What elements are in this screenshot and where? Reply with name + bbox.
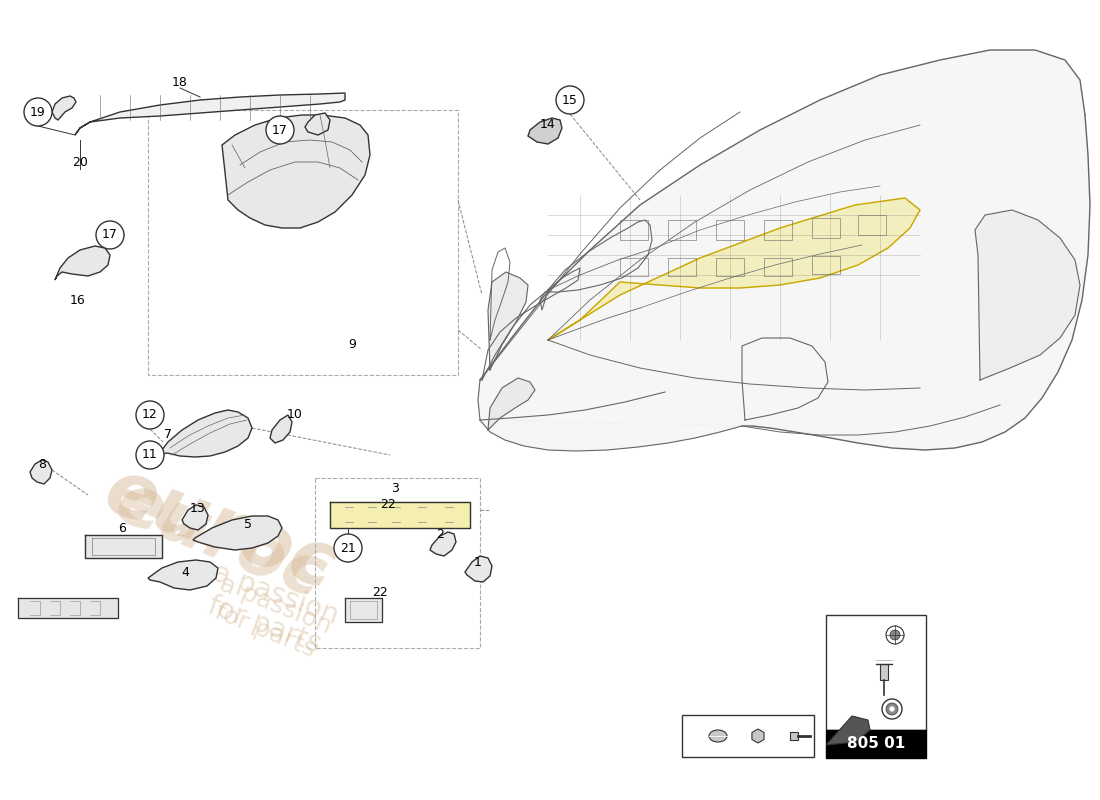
Text: 5: 5 <box>244 518 252 530</box>
Ellipse shape <box>890 630 900 640</box>
Ellipse shape <box>886 703 898 715</box>
Bar <box>620 258 648 276</box>
Polygon shape <box>182 505 208 530</box>
Polygon shape <box>270 415 292 443</box>
Ellipse shape <box>710 730 727 742</box>
Text: 13: 13 <box>190 502 206 514</box>
Bar <box>790 732 798 740</box>
Text: 14: 14 <box>833 630 847 640</box>
Polygon shape <box>148 560 218 590</box>
Bar <box>682 715 814 757</box>
Circle shape <box>556 86 584 114</box>
Text: 3: 3 <box>392 482 399 494</box>
Text: 17: 17 <box>102 229 118 242</box>
Polygon shape <box>975 210 1080 380</box>
Bar <box>716 220 744 240</box>
Text: 17: 17 <box>771 731 785 741</box>
Text: euroc: euroc <box>106 468 334 612</box>
Text: 22: 22 <box>381 498 396 511</box>
Text: 15: 15 <box>562 94 578 106</box>
Text: 1: 1 <box>474 555 482 569</box>
Text: 4: 4 <box>182 566 189 578</box>
Polygon shape <box>330 502 470 528</box>
Text: 12: 12 <box>142 409 158 422</box>
Text: 7: 7 <box>164 429 172 442</box>
Bar <box>764 220 792 240</box>
Circle shape <box>266 116 294 144</box>
Polygon shape <box>548 198 920 340</box>
Text: 12: 12 <box>833 667 847 677</box>
Text: 16: 16 <box>70 294 86 306</box>
Polygon shape <box>30 460 52 484</box>
Text: 2: 2 <box>436 529 444 542</box>
Text: 22: 22 <box>372 586 388 598</box>
Text: 20: 20 <box>73 155 88 169</box>
Circle shape <box>96 221 124 249</box>
Polygon shape <box>222 115 370 228</box>
Text: 8: 8 <box>39 458 46 471</box>
Polygon shape <box>430 532 456 556</box>
Polygon shape <box>488 272 528 370</box>
Polygon shape <box>192 516 282 550</box>
Bar <box>826 615 926 730</box>
Ellipse shape <box>882 699 902 719</box>
Polygon shape <box>158 410 252 457</box>
Polygon shape <box>465 556 492 582</box>
Text: 14: 14 <box>540 118 556 131</box>
Ellipse shape <box>886 626 904 644</box>
Text: 11: 11 <box>833 704 847 714</box>
Polygon shape <box>528 118 562 144</box>
Text: 9: 9 <box>348 338 356 351</box>
Bar <box>880 664 888 680</box>
Text: 6: 6 <box>118 522 125 534</box>
Bar <box>668 258 696 276</box>
Bar <box>826 730 926 758</box>
Polygon shape <box>752 729 764 743</box>
Polygon shape <box>345 598 382 622</box>
Circle shape <box>136 441 164 469</box>
Bar <box>620 220 648 240</box>
Polygon shape <box>18 598 118 618</box>
Circle shape <box>136 401 164 429</box>
Text: 805 01: 805 01 <box>847 737 905 751</box>
Polygon shape <box>85 535 162 558</box>
Bar <box>812 218 840 238</box>
Text: a passion
for parts: a passion for parts <box>206 572 334 664</box>
Ellipse shape <box>889 706 895 712</box>
Polygon shape <box>55 246 110 280</box>
Text: 18: 18 <box>172 75 188 89</box>
Polygon shape <box>305 113 330 135</box>
Bar <box>668 220 696 240</box>
Text: 19: 19 <box>730 731 745 741</box>
Bar <box>858 215 886 235</box>
Text: 17: 17 <box>272 123 288 137</box>
Polygon shape <box>826 716 870 745</box>
Text: 19: 19 <box>30 106 46 118</box>
Text: a passion
for parts: a passion for parts <box>198 559 342 661</box>
Polygon shape <box>478 50 1090 451</box>
Text: 21: 21 <box>340 542 356 554</box>
Bar <box>716 258 744 276</box>
Text: 21: 21 <box>691 731 705 741</box>
Polygon shape <box>52 96 76 120</box>
Polygon shape <box>75 93 345 135</box>
Circle shape <box>24 98 52 126</box>
Text: 10: 10 <box>287 409 303 422</box>
Bar <box>812 256 840 274</box>
Bar <box>764 258 792 276</box>
Text: euroc: euroc <box>94 454 346 606</box>
Polygon shape <box>488 378 535 430</box>
Text: 11: 11 <box>142 449 158 462</box>
Circle shape <box>334 534 362 562</box>
